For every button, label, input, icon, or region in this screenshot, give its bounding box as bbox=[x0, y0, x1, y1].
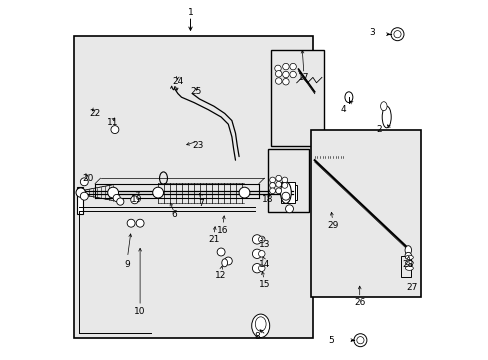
Circle shape bbox=[107, 187, 118, 198]
Circle shape bbox=[393, 31, 400, 38]
Text: 15: 15 bbox=[258, 280, 269, 289]
Text: 7: 7 bbox=[198, 199, 204, 208]
Circle shape bbox=[289, 63, 296, 70]
Circle shape bbox=[117, 198, 123, 205]
Circle shape bbox=[258, 265, 264, 271]
Text: 4: 4 bbox=[340, 105, 346, 114]
Text: 21: 21 bbox=[208, 235, 219, 244]
Text: 8: 8 bbox=[254, 332, 260, 341]
Bar bbox=[287, 185, 296, 200]
Ellipse shape bbox=[255, 317, 265, 331]
Circle shape bbox=[275, 181, 281, 187]
Ellipse shape bbox=[404, 252, 411, 259]
Circle shape bbox=[275, 78, 282, 84]
Circle shape bbox=[390, 28, 403, 41]
Circle shape bbox=[252, 249, 261, 258]
Text: 5: 5 bbox=[327, 336, 333, 345]
Circle shape bbox=[80, 192, 88, 200]
Text: 11: 11 bbox=[107, 118, 119, 127]
Circle shape bbox=[224, 257, 232, 265]
Circle shape bbox=[258, 236, 264, 243]
Ellipse shape bbox=[344, 92, 352, 103]
Circle shape bbox=[136, 219, 144, 227]
Circle shape bbox=[258, 251, 264, 257]
Text: 28: 28 bbox=[402, 260, 413, 269]
Circle shape bbox=[282, 192, 289, 200]
Text: 16: 16 bbox=[217, 226, 228, 235]
Circle shape bbox=[127, 219, 135, 227]
Ellipse shape bbox=[380, 102, 386, 111]
Circle shape bbox=[275, 175, 281, 181]
Text: 29: 29 bbox=[326, 220, 338, 230]
Text: 23: 23 bbox=[192, 141, 203, 150]
Circle shape bbox=[282, 78, 288, 85]
Circle shape bbox=[274, 65, 281, 72]
Bar bbox=[73, 36, 312, 338]
Text: 10: 10 bbox=[134, 307, 145, 316]
Text: 3: 3 bbox=[368, 28, 374, 37]
Circle shape bbox=[269, 183, 275, 188]
Text: 2: 2 bbox=[376, 125, 382, 134]
Circle shape bbox=[275, 71, 282, 77]
Ellipse shape bbox=[405, 255, 412, 260]
Circle shape bbox=[285, 205, 293, 213]
Text: 1: 1 bbox=[187, 8, 193, 17]
Circle shape bbox=[269, 188, 275, 194]
Circle shape bbox=[275, 188, 281, 194]
Circle shape bbox=[289, 71, 296, 78]
Text: 12: 12 bbox=[215, 271, 226, 280]
Circle shape bbox=[269, 177, 275, 183]
Bar bbox=[77, 187, 82, 214]
Text: 17: 17 bbox=[298, 73, 309, 82]
Circle shape bbox=[282, 177, 287, 183]
Ellipse shape bbox=[405, 261, 412, 265]
Text: 19: 19 bbox=[130, 195, 142, 204]
Circle shape bbox=[152, 187, 163, 198]
Circle shape bbox=[252, 264, 261, 273]
Circle shape bbox=[282, 71, 288, 78]
Ellipse shape bbox=[404, 246, 411, 255]
Bar bbox=[310, 130, 420, 297]
Ellipse shape bbox=[251, 314, 269, 338]
Bar bbox=[267, 149, 309, 212]
Text: 26: 26 bbox=[353, 298, 365, 307]
Text: 14: 14 bbox=[258, 260, 269, 269]
Bar bbox=[400, 256, 410, 277]
Text: 25: 25 bbox=[190, 87, 201, 96]
Ellipse shape bbox=[280, 182, 291, 203]
Circle shape bbox=[282, 183, 287, 188]
Ellipse shape bbox=[222, 259, 227, 267]
Circle shape bbox=[76, 188, 85, 197]
Circle shape bbox=[113, 194, 120, 202]
Text: 22: 22 bbox=[89, 109, 101, 118]
Circle shape bbox=[111, 126, 119, 134]
Ellipse shape bbox=[382, 106, 390, 128]
Circle shape bbox=[282, 63, 288, 70]
Circle shape bbox=[252, 235, 261, 244]
Bar bbox=[280, 182, 294, 203]
Text: 9: 9 bbox=[124, 260, 130, 269]
Text: 24: 24 bbox=[172, 77, 183, 86]
Text: 6: 6 bbox=[171, 210, 177, 219]
Circle shape bbox=[217, 248, 224, 256]
Circle shape bbox=[80, 178, 88, 186]
Text: 27: 27 bbox=[406, 284, 417, 292]
Text: 20: 20 bbox=[82, 174, 93, 183]
Circle shape bbox=[356, 337, 363, 344]
Circle shape bbox=[353, 334, 366, 347]
Circle shape bbox=[130, 196, 139, 204]
Bar bbox=[271, 50, 323, 146]
Ellipse shape bbox=[405, 266, 412, 270]
Text: 18: 18 bbox=[262, 195, 273, 204]
Circle shape bbox=[239, 187, 249, 198]
Text: 13: 13 bbox=[258, 240, 269, 249]
